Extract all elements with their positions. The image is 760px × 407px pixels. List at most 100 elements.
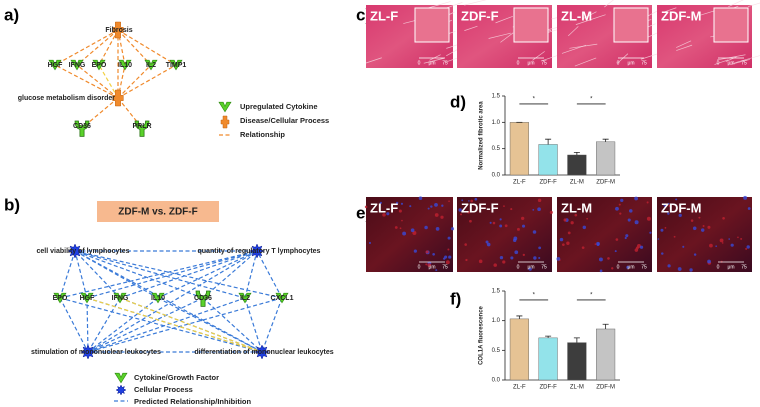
texture [707, 225, 711, 229]
texture [682, 245, 685, 248]
texture [379, 201, 382, 204]
scale-label: 0 [717, 60, 720, 66]
node-label: glucose metabolism disorder [18, 95, 116, 102]
texture [627, 218, 631, 222]
relationship-edge [87, 297, 283, 353]
y-tick-label: 1.0 [492, 318, 501, 324]
relationship-edge [117, 64, 152, 99]
texture [467, 210, 470, 214]
texture [440, 215, 444, 219]
scale-label: μm [727, 60, 734, 66]
bar [596, 141, 616, 176]
error-bar [602, 138, 609, 142]
texture [634, 196, 639, 201]
relationship-edge [256, 250, 283, 299]
texture [395, 201, 399, 205]
texture [664, 7, 677, 13]
scale-label: 0 [517, 264, 520, 270]
relationship-edge [157, 250, 258, 299]
texture [486, 242, 491, 247]
texture [365, 57, 382, 64]
relationship-edge [74, 250, 204, 299]
process-icon [249, 243, 265, 259]
texture [566, 241, 570, 245]
relationship-edge [86, 250, 258, 299]
texture [667, 212, 670, 215]
relationship-edge [86, 297, 263, 353]
texture [563, 218, 567, 222]
node-label: HGF [48, 62, 64, 69]
texture [714, 59, 729, 65]
texture [399, 227, 402, 230]
scale-label: μm [727, 264, 734, 270]
relationship-edge [117, 29, 177, 66]
image-label: ZDF-M [661, 8, 701, 23]
texture [668, 204, 672, 208]
legend-label: Predicted Relationship/Inhibition [134, 397, 252, 406]
texture [675, 198, 678, 201]
process-icon [115, 384, 127, 396]
texture [615, 206, 619, 211]
diagram-title: ZDF-M vs. ZDF-F [118, 207, 197, 218]
micrograph: ZL-F 0 μm 75 [365, 1, 470, 68]
cytokine-icon [80, 292, 94, 304]
significance-label: * [533, 292, 536, 298]
texture [702, 225, 705, 228]
node-label: IL10 [118, 62, 132, 69]
texture [532, 230, 537, 234]
texture [469, 219, 472, 223]
texture [715, 245, 718, 248]
relationship-edge [117, 64, 126, 99]
bar [538, 144, 558, 176]
texture [447, 236, 451, 240]
scale-label: μm [527, 264, 534, 270]
texture [503, 205, 505, 208]
x-tick-label: ZDF-F [539, 385, 557, 391]
texture [427, 263, 432, 267]
image-label: ZL-M [561, 8, 592, 23]
cytokine-icon [118, 59, 132, 71]
y-tick-label: 0.0 [492, 173, 501, 179]
legend-label: Disease/Cellular Process [240, 116, 329, 125]
texture [664, 227, 667, 229]
texture [673, 235, 676, 238]
texture [478, 259, 483, 264]
texture [582, 11, 597, 20]
texture [426, 1, 451, 9]
texture [722, 216, 725, 220]
relationship-edge [202, 250, 258, 299]
process-icon [112, 89, 124, 107]
node-label: IL10 [151, 295, 165, 302]
texture [418, 196, 423, 200]
texture [532, 208, 535, 211]
texture [730, 243, 734, 247]
relationship-edge [117, 29, 126, 66]
texture [448, 200, 450, 203]
texture [510, 256, 514, 260]
texture [447, 248, 450, 251]
texture [575, 14, 606, 25]
relationship-edge [157, 297, 263, 353]
receptor-icon [195, 290, 211, 307]
image-label: ZDF-F [461, 200, 499, 215]
y-tick-label: 1.0 [492, 120, 501, 126]
texture [667, 202, 670, 205]
texture [746, 245, 750, 249]
texture [514, 250, 519, 255]
texture [737, 236, 739, 239]
texture [634, 220, 639, 225]
micrograph: ZL-M 0 μm 75 [557, 0, 671, 68]
texture [676, 40, 692, 48]
micrograph: ZL-F 0 μm 75 [364, 196, 455, 272]
micrograph: ZDF-F 0 μm 75 [457, 197, 553, 272]
node-label: PRLR [132, 123, 151, 130]
y-tick-label: 1.5 [492, 289, 501, 295]
texture [444, 2, 463, 9]
texture [717, 54, 746, 61]
texture [532, 51, 545, 61]
image-label: ZL-F [370, 8, 398, 23]
image-label: ZDF-M [661, 200, 701, 215]
texture [488, 32, 511, 39]
texture [719, 238, 724, 243]
error-bar [516, 315, 523, 319]
